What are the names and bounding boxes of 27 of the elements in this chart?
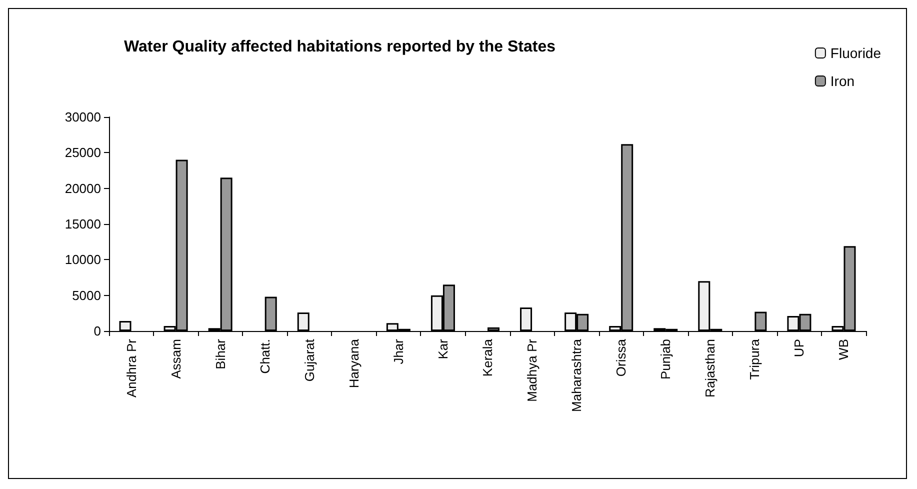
- y-tick-label: 0: [94, 324, 101, 338]
- x-tick-label: Haryana: [346, 338, 362, 388]
- x-tick-label: Tripura: [747, 338, 762, 380]
- x-tick-label: Kar: [435, 338, 450, 360]
- x-tick-label: WB: [836, 339, 852, 360]
- x-tick-label: Madhya Pr: [524, 338, 540, 402]
- x-tick-label: Assam: [168, 339, 184, 379]
- x-tick-label: Kerala: [480, 338, 495, 377]
- x-tick-label: UP: [792, 339, 807, 358]
- legend-label: Fluoride: [830, 45, 882, 61]
- y-tick-label: 20000: [64, 180, 101, 196]
- y-tick-label: 5000: [72, 288, 101, 303]
- y-tick-label: 15000: [64, 216, 101, 232]
- x-tick-label: Andhra Pr: [124, 338, 139, 398]
- legend-label: Iron: [830, 73, 855, 89]
- y-tick-label: 10000: [64, 252, 101, 268]
- chart-title: Water Quality affected habitations reported by the States: [124, 38, 556, 56]
- x-tick-label: Chatt.: [257, 339, 272, 374]
- y-tick-label: 30000: [64, 110, 101, 124]
- x-tick-label: Punjab: [658, 339, 674, 380]
- x-tick-label: Maharashtra: [569, 338, 584, 412]
- y-tick-label: 25000: [64, 145, 101, 160]
- x-tick-label: Orissa: [614, 338, 629, 377]
- x-tick-label: Jhar: [390, 338, 406, 364]
- x-tick-label: Bihar: [212, 338, 228, 370]
- x-tick-label: Gujarat: [302, 338, 317, 382]
- x-tick-label: Rajasthan: [702, 339, 718, 398]
